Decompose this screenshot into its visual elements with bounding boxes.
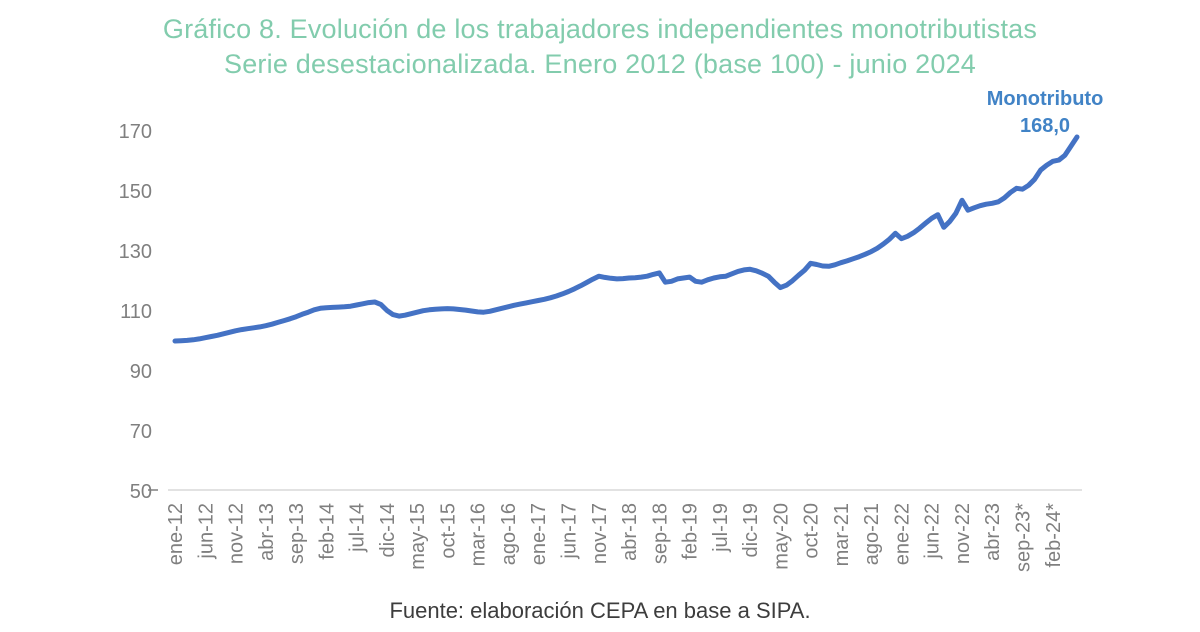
x-axis-tick-label: sep-23* (1013, 503, 1035, 572)
x-axis-tick-label: nov-17 (589, 503, 611, 564)
x-axis-tick-label: sep-18 (649, 503, 671, 564)
series-annotation: Monotributo 168,0 (960, 86, 1130, 140)
x-axis-tick-label: dic-19 (740, 503, 762, 557)
x-axis-tick-label: ene-22 (891, 503, 913, 565)
y-axis-tick-label: 130 (119, 241, 152, 263)
x-axis-tick-label: mar-21 (831, 503, 853, 566)
x-axis-tick-label: may-20 (770, 503, 792, 570)
x-axis-tick-label: mar-16 (468, 503, 490, 566)
x-axis-tick-label: oct-20 (801, 503, 823, 559)
x-axis-tick-label: abr-18 (619, 503, 641, 561)
x-axis-tick-label: nov-22 (952, 503, 974, 564)
x-axis-tick-label: abr-13 (256, 503, 278, 561)
y-axis-tick-label: 110 (120, 301, 152, 323)
y-axis-tick-label: 90 (130, 361, 152, 383)
source-footer: Fuente: elaboración CEPA en base a SIPA. (389, 598, 811, 623)
chart-title-line2: Serie desestacionalizada. Enero 2012 (ba… (224, 49, 976, 79)
y-axis-tick-label: 70 (130, 421, 152, 443)
x-axis-tick-label: abr-23 (982, 503, 1004, 561)
x-axis-tick-label: jun-12 (195, 503, 217, 560)
x-axis-tick-label: dic-14 (377, 503, 399, 557)
x-axis-tick-label: ene-17 (528, 503, 550, 565)
x-axis-tick-label: oct-15 (437, 503, 459, 559)
x-axis-tick-label: jun-22 (922, 503, 944, 560)
x-axis-tick-label: ago-21 (861, 503, 883, 565)
x-axis-tick-label: may-15 (407, 503, 429, 570)
x-axis-tick-label: jul-14 (347, 503, 369, 553)
x-axis-tick-label: ago-16 (498, 503, 520, 565)
chart-title-line1: Gráfico 8. Evolución de los trabajadores… (162, 14, 1038, 44)
x-axis-tick-label: feb-24* (1043, 503, 1065, 568)
x-axis-tick-label: sep-13 (286, 503, 308, 564)
x-axis-tick-label: nov-12 (226, 503, 248, 564)
y-axis-tick-label: 150 (119, 181, 152, 203)
series-annotation-value: 168,0 (1019, 115, 1071, 137)
x-axis-tick-label: feb-19 (680, 503, 702, 560)
x-axis-tick-label: jun-17 (558, 503, 580, 560)
y-axis-tick-label: 50 (130, 481, 152, 503)
chart-title: Gráfico 8. Evolución de los trabajadores… (0, 12, 1200, 82)
series-annotation-label: Monotributo (986, 88, 1104, 110)
series-line-monotributo (172, 134, 1080, 344)
x-axis-tick-label: jul-19 (710, 503, 732, 553)
x-axis-tick-label: ene-12 (165, 503, 187, 565)
x-axis-tick-label: feb-14 (316, 503, 338, 560)
y-axis-tick-label: 170 (119, 121, 152, 143)
